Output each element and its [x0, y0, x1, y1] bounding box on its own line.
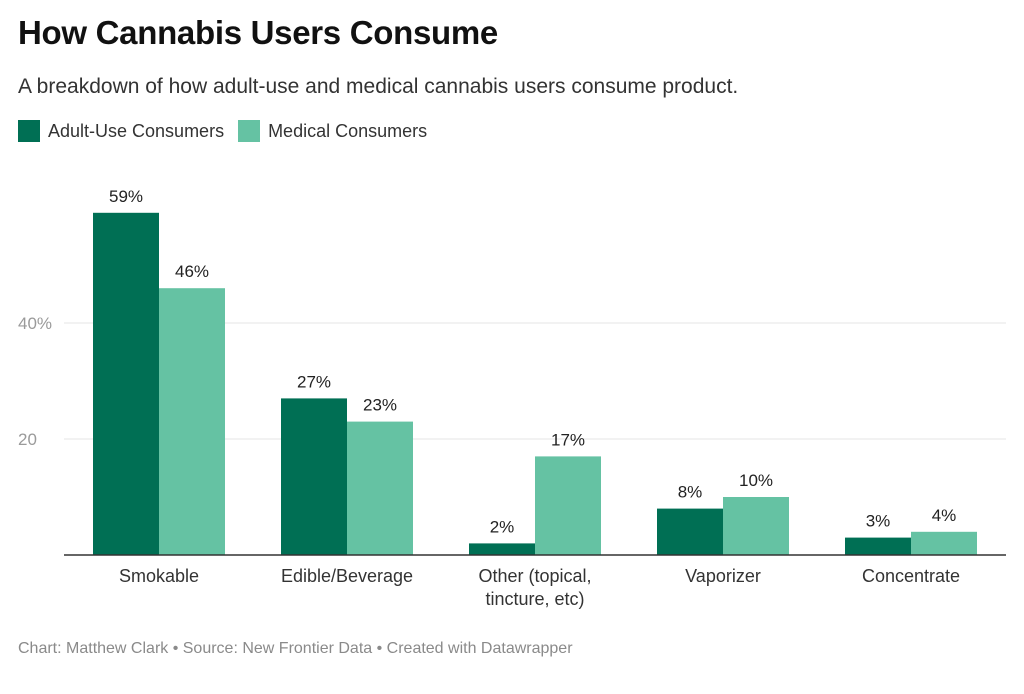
bar-medical — [159, 288, 225, 555]
data-label: 27% — [297, 372, 331, 391]
x-tick-label: Other (topical, — [478, 566, 591, 586]
chart-subtitle: A breakdown of how adult-use and medical… — [18, 75, 739, 98]
bar-medical — [911, 531, 977, 555]
y-tick-label: 40% — [18, 314, 52, 333]
bar-adult-use — [93, 212, 159, 556]
bar-adult-use — [657, 508, 723, 555]
bar-adult-use — [281, 398, 347, 555]
x-tick-label: Smokable — [119, 566, 199, 586]
legend-label-medical: Medical Consumers — [268, 120, 428, 141]
x-tick-label: Edible/Beverage — [281, 566, 413, 586]
data-label: 59% — [109, 187, 143, 206]
data-label: 10% — [739, 471, 773, 490]
legend: Adult-Use Consumers Medical Consumers — [18, 120, 441, 142]
data-label: 46% — [175, 262, 209, 281]
x-tick-label: Vaporizer — [685, 566, 761, 586]
chart-title: How Cannabis Users Consume — [18, 14, 498, 51]
data-label: 4% — [932, 506, 957, 525]
data-label: 3% — [866, 512, 891, 531]
bar-medical — [723, 497, 789, 555]
bar-adult-use — [469, 543, 535, 555]
legend-item-adult: Adult-Use Consumers — [18, 120, 224, 142]
bar-medical — [347, 421, 413, 555]
legend-swatch-adult — [18, 120, 40, 142]
x-tick-label: tincture, etc) — [485, 589, 584, 609]
data-label: 23% — [363, 396, 397, 415]
chart-credits: Chart: Matthew Clark • Source: New Front… — [18, 640, 573, 657]
y-tick-label: 20 — [18, 430, 37, 449]
bar-adult-use — [845, 537, 911, 555]
data-label: 8% — [678, 483, 703, 502]
legend-item-medical: Medical Consumers — [238, 120, 427, 142]
data-label: 2% — [490, 517, 515, 536]
data-label: 17% — [551, 430, 585, 449]
bar-medical — [535, 456, 601, 555]
legend-label-adult: Adult-Use Consumers — [48, 120, 225, 141]
legend-swatch-medical — [238, 120, 261, 142]
x-tick-label: Concentrate — [862, 566, 960, 586]
